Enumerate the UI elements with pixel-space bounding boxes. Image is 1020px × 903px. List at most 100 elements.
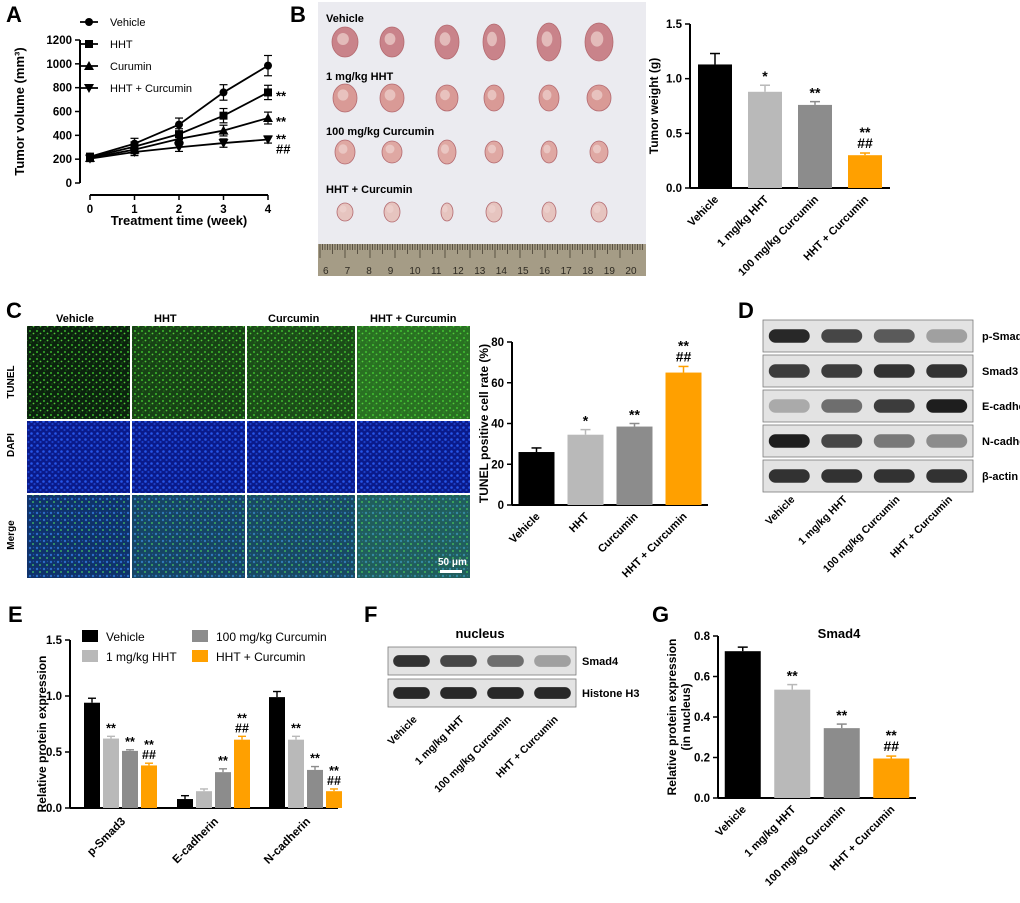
photo-label-hht: 1 mg/kg HHT: [326, 71, 394, 83]
legend-label-hht-curcumin: HHT + Curcumin: [110, 83, 192, 95]
ruler-number: 6: [323, 266, 329, 277]
tumor-highlight: [440, 89, 450, 101]
blot-band: [926, 469, 968, 483]
blot-band: [873, 434, 915, 448]
significance-mark: ##: [142, 748, 156, 762]
blot-f-title: nucleus: [455, 626, 504, 641]
y-tick-label: 1.5: [46, 635, 63, 647]
bar-hht-curcumin: [873, 758, 910, 798]
panel-b-tumor-photo: 6 7 8 9 10 11 12 13 14 15 16 17 18 19 20 Vehicle 1 mg/…: [318, 2, 646, 277]
y-tick-label: 800: [53, 83, 72, 95]
marker-inverted-triangle: [263, 135, 273, 145]
ruler-number: 8: [366, 266, 372, 277]
blot-band: [821, 469, 863, 483]
panel-g-bar-chart: Smad4 0.0 0.2 0.4 0.6 0.8 Vehicle ** 1 mg/kg HH…: [665, 626, 916, 889]
photo-label-curcumin: 100 mg/kg Curcumin: [326, 126, 434, 138]
blot-band: [440, 655, 477, 667]
marker-inverted-triangle: [174, 143, 184, 153]
significance-mark: **: [810, 85, 821, 101]
bar-hht-curcumin: [848, 155, 882, 188]
legend-label-vehicle: Vehicle: [110, 17, 145, 29]
bar-n-cadherin-100-mg-kg-curcumin: [307, 769, 323, 808]
photo-label-combo: HHT + Curcumin: [326, 184, 413, 196]
marker-square: [264, 88, 272, 97]
x-tick-label: 1: [131, 204, 138, 216]
micrograph-tunel-4: [357, 326, 470, 419]
blot-label-smad3: Smad3: [982, 366, 1018, 378]
marker-triangle: [84, 61, 94, 70]
significance-mark: ##: [676, 348, 692, 364]
significance-mark: **: [106, 721, 116, 735]
micro-col-vehicle: Vehicle: [56, 313, 94, 325]
x-tick-label: 4: [265, 204, 272, 216]
x-category-label: Vehicle: [714, 804, 749, 839]
y-tick-label: 0.0: [694, 793, 710, 805]
panel-letter-e: E: [8, 602, 23, 627]
ruler-number: 20: [625, 266, 637, 277]
panel-letter-d: D: [738, 298, 754, 323]
bar-100-mg-kg-curcumin: [823, 728, 860, 798]
y-tick-label: 0: [498, 500, 504, 512]
marker-circle: [219, 88, 228, 97]
ruler-number: 13: [474, 266, 486, 277]
blot-band: [487, 655, 524, 667]
marker-circle: [175, 120, 183, 129]
tumor-highlight: [542, 89, 552, 101]
y-tick-label: 0.4: [694, 712, 711, 724]
legend-swatch: [82, 650, 98, 662]
legend-swatch: [82, 630, 98, 642]
micrograph-tunel-3: [247, 326, 355, 419]
y-axis-label: Tumor weight (g): [647, 58, 661, 154]
y-axis-label: Tumor volume (mm³): [12, 47, 27, 175]
micrograph-merge-1: [27, 495, 130, 578]
x-category-label: Vehicle: [507, 511, 542, 546]
panel-c-microscopy: Vehicle HHT Curcumin HHT + Curcumin TUNE…: [6, 313, 470, 578]
chart-g-title: Smad4: [818, 626, 861, 641]
micro-row-merge: Merge: [6, 520, 17, 550]
ruler-ticks: 6 7 8 9 10 11 12 13 14 15 16 17 18 19 20: [319, 244, 643, 277]
y-tick-label: 0.2: [694, 753, 710, 765]
x-category-label: Vehicle: [686, 194, 721, 229]
y-tick-label: 40: [491, 419, 504, 431]
micro-col-combo: HHT + Curcumin: [370, 313, 457, 325]
tumor-highlight: [338, 144, 348, 154]
tumor-highlight: [541, 31, 553, 47]
tumor-highlight: [543, 205, 551, 213]
y-tick-label: 0.8: [694, 631, 711, 643]
marker-inverted-triangle: [85, 154, 95, 164]
significance-mark: **: [291, 721, 301, 735]
x-category-label: N-cadherin: [262, 816, 313, 867]
blot-band: [926, 329, 968, 343]
bar-n-cadherin-hht-curcumin: [326, 791, 342, 808]
signal-overlay: [357, 495, 470, 578]
tumor-highlight: [487, 89, 497, 101]
significance-mark: **: [836, 707, 847, 723]
micro-col-curcumin: Curcumin: [268, 313, 320, 325]
blot-label-e-cadherin: E-cadherin: [982, 401, 1020, 413]
y-tick-label: 0: [66, 178, 72, 190]
micrograph-dapi-3: [247, 421, 355, 493]
bar-p-smad3-100-mg-kg-curcumin: [122, 750, 138, 808]
x-category-label: E-cadherin: [171, 816, 222, 867]
blot-band: [873, 364, 915, 378]
x-category-label: 1 mg/kg HHT: [742, 803, 798, 859]
panel-letter-b: B: [290, 2, 306, 27]
y-axis-label: TUNEL positive cell rate (%): [477, 344, 491, 503]
legend-label-1-mg-kg-hht: 1 mg/kg HHT: [106, 650, 177, 664]
lane-label: Vehicle: [386, 714, 420, 748]
tumor-highlight: [593, 205, 601, 213]
blot-band: [440, 687, 477, 699]
significance-mark: **: [276, 88, 287, 103]
bar-e-cadherin-1-mg-kg-hht: [196, 791, 212, 808]
ruler-number: 10: [409, 266, 421, 277]
micrograph-merge-2: [132, 495, 245, 578]
bar-1-mg-kg-hht: [774, 689, 811, 798]
significance-mark: **: [310, 752, 320, 766]
legend-label-hht: HHT: [110, 39, 133, 51]
y-tick-label: 200: [53, 154, 72, 166]
y-axis-label: Relative protein expression: [35, 656, 49, 813]
ruler-number: 11: [431, 266, 442, 277]
bar-vehicle: [518, 452, 555, 505]
bar-e-cadherin-vehicle: [177, 799, 193, 808]
micrograph-dapi-4: [357, 421, 470, 493]
